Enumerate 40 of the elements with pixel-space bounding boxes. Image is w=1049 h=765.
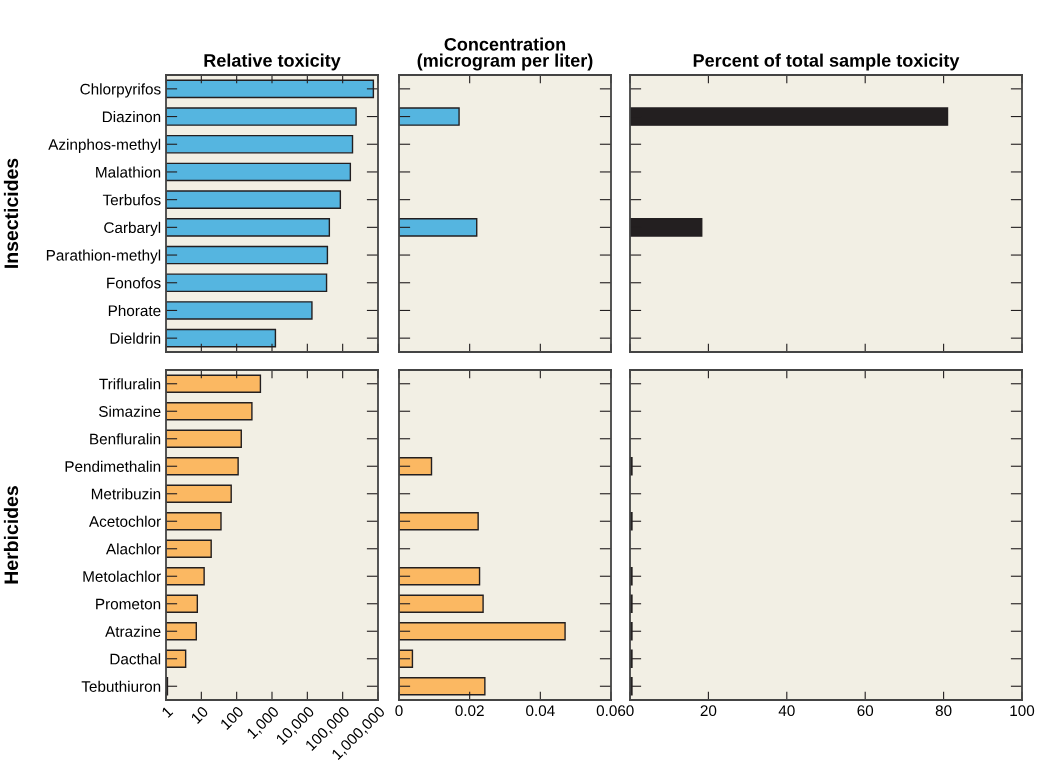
x-tick-label: 60 bbox=[857, 705, 874, 717]
y-tick-label: Acetochlor bbox=[88, 515, 161, 527]
chart-title: Relative toxicity bbox=[204, 53, 341, 71]
y-tick-label: Carbaryl bbox=[104, 221, 161, 237]
chart-title: Concentration (microgram per liter) bbox=[417, 37, 593, 71]
y-tick-label: Prometon bbox=[96, 598, 161, 610]
x-tick-label: 40 bbox=[778, 705, 795, 717]
y-tick-label: Tebuthiuron bbox=[81, 680, 161, 692]
y-tick-label: Phorate bbox=[108, 304, 161, 317]
y-tick-label: Metolachlor bbox=[83, 570, 161, 582]
y-tick-label: Pendimethalin bbox=[65, 460, 161, 472]
chart-title: Percent of total sample toxicity bbox=[693, 53, 960, 71]
y-tick-label: Alachlor bbox=[105, 543, 161, 555]
y-tick-label: Parathion-methyl bbox=[46, 249, 161, 264]
x-tick-label: 0 bbox=[626, 705, 634, 717]
y-tick-label: Terbufos bbox=[102, 194, 161, 206]
y-tick-label: Diazinon bbox=[102, 111, 161, 123]
y-tick-label: Dacthal bbox=[110, 653, 161, 665]
x-tick-label: 0 bbox=[395, 705, 403, 717]
x-tick-label: 100 bbox=[1010, 705, 1035, 717]
y-tick-label: Simazine bbox=[99, 405, 161, 417]
y-tick-label: Fonofos bbox=[107, 277, 161, 289]
x-tick-label: 0.04 bbox=[526, 705, 555, 717]
x-tick-label: 100 bbox=[219, 705, 245, 730]
x-tick-label: 10 bbox=[190, 705, 209, 724]
x-tick-label: 1 bbox=[161, 705, 174, 718]
y-axis-title: Insecticides bbox=[3, 158, 19, 268]
x-tick-label: 80 bbox=[935, 705, 952, 717]
y-tick-label: Malathion bbox=[96, 166, 161, 178]
y-tick-label: Azinphos-methyl bbox=[48, 138, 161, 153]
y-tick-label: Metribuzin bbox=[91, 488, 161, 500]
y-tick-label: Atrazine bbox=[105, 625, 161, 637]
x-tick-label: 0.06 bbox=[596, 705, 626, 717]
y-axis-title: Herbicides bbox=[3, 486, 19, 584]
x-tick-label: 20 bbox=[700, 705, 717, 717]
x-tick-label: 0.02 bbox=[455, 705, 484, 717]
y-tick-label: Dieldrin bbox=[110, 332, 161, 344]
y-tick-label: Chlorpyrifos bbox=[80, 83, 161, 98]
y-tick-label: Benfluralin bbox=[90, 433, 161, 445]
y-tick-label: Trifluralin bbox=[99, 378, 161, 390]
